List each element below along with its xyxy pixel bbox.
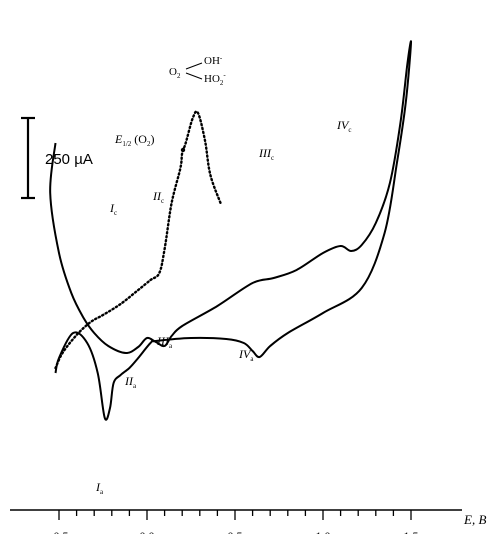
x-tick-label: 1.0 — [316, 529, 331, 534]
cv-curve-solid — [49, 40, 413, 421]
reaction-scheme: O2 OH- HO2- — [169, 54, 226, 87]
peak-label: Ia — [95, 480, 104, 496]
peak-label: IVc — [336, 118, 351, 134]
reaction-arrow-up — [185, 62, 203, 70]
x-tick-label: 0.5 — [228, 529, 243, 534]
peak-label: IVa — [238, 347, 254, 363]
x-axis-label: E, B — [463, 512, 486, 527]
cv-curve-dotted — [54, 110, 223, 370]
reaction-o2: O2 — [169, 66, 181, 80]
peak-label: E1/2 (O2) — [114, 132, 154, 148]
peak-label: IIIa — [156, 334, 173, 350]
x-tick-label: 0.0 — [140, 529, 155, 534]
peak-label: IIa — [124, 374, 137, 390]
scale-bar: 250 µA — [21, 116, 93, 200]
reaction-ho2: HO2- — [204, 71, 226, 87]
peak-label: IIc — [152, 189, 164, 205]
peak-labels: Ic IIc IIIc IVc Ia IIa IIIa IVa E1/2 (O2) — [95, 118, 351, 496]
half-wave-point — [180, 147, 186, 153]
peak-label: IIIc — [258, 146, 274, 162]
x-tick-label: -0.5 — [50, 529, 69, 534]
peak-label: Ic — [109, 201, 117, 217]
x-tick-label: 1.5 — [404, 529, 419, 534]
reaction-arrow-down — [185, 72, 203, 80]
reaction-oh: OH- — [204, 54, 223, 67]
scale-bar-label: 250 µA — [45, 151, 93, 168]
x-axis: -0.5 0.0 0.5 1.0 1.5 — [10, 509, 462, 534]
